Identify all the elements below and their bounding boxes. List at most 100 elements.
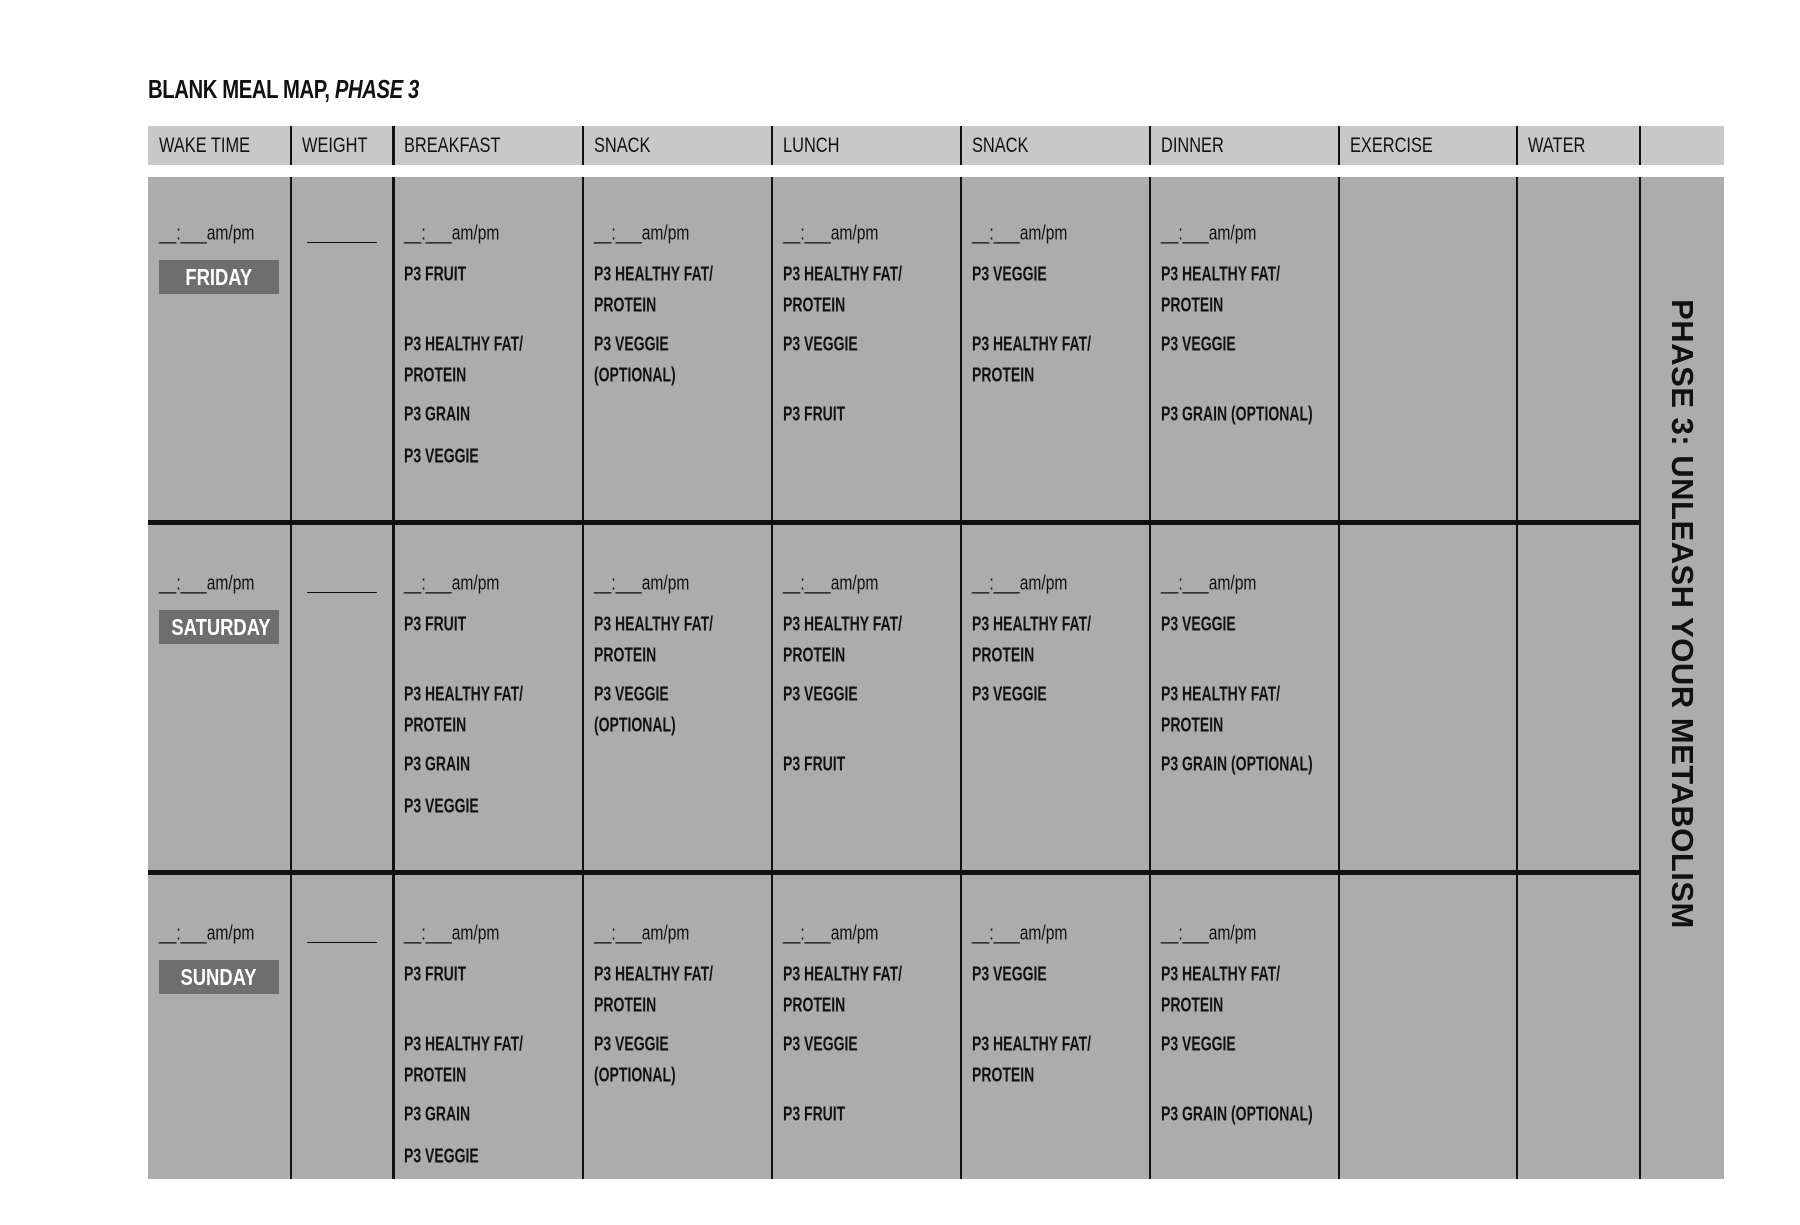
food-item-text: (OPTIONAL): [594, 1064, 676, 1087]
food-item: PROTEIN: [594, 295, 683, 318]
food-item-text: PROTEIN: [594, 994, 657, 1017]
time-placeholder: __:___am/pm: [404, 922, 500, 945]
food-item: P3 FRUIT: [783, 754, 872, 777]
time-placeholder: __:___am/pm: [159, 922, 255, 945]
column-header: DINNER: [1150, 126, 1339, 165]
food-item: P3 VEGGIE: [783, 1034, 890, 1057]
day-label: SATURDAY: [159, 610, 279, 644]
meal-time-field[interactable]: __:___am/pm: [404, 223, 526, 246]
food-item: P3 HEALTHY FAT/: [404, 1034, 574, 1057]
meal-time-field[interactable]: __:___am/pm: [404, 923, 526, 946]
food-item: P3 VEGGIE: [404, 446, 511, 469]
meal-time-field[interactable]: __:___am/pm: [404, 573, 526, 596]
food-item: P3 FRUIT: [404, 264, 493, 287]
row-divider: [148, 520, 1640, 525]
food-item: P3 VEGGIE: [783, 684, 890, 707]
title-main: BLANK MEAL MAP,: [148, 74, 330, 104]
wake-time-field[interactable]: __:___am/pm: [159, 223, 281, 246]
weight-field[interactable]: [307, 242, 377, 243]
meal-time-field[interactable]: __:___am/pm: [972, 923, 1094, 946]
meal-time-field[interactable]: __:___am/pm: [783, 923, 905, 946]
time-placeholder: __:___am/pm: [1161, 572, 1257, 595]
food-item: PROTEIN: [1161, 715, 1250, 738]
food-item-text: P3 HEALTHY FAT/: [404, 333, 524, 356]
food-item-text: P3 VEGGIE: [783, 333, 858, 356]
column-divider: [960, 177, 962, 1179]
food-item-text: PROTEIN: [594, 644, 657, 667]
wake-time-field[interactable]: __:___am/pm: [159, 923, 281, 946]
time-placeholder: __:___am/pm: [972, 572, 1068, 595]
time-placeholder: __:___am/pm: [1161, 922, 1257, 945]
meal-time-field[interactable]: __:___am/pm: [1161, 573, 1283, 596]
time-placeholder: __:___am/pm: [972, 922, 1068, 945]
food-item-text: P3 VEGGIE: [1161, 333, 1236, 356]
food-item: PROTEIN: [783, 295, 872, 318]
food-item-text: PROTEIN: [783, 294, 846, 317]
food-item: P3 GRAIN (OPTIONAL): [1161, 1104, 1378, 1127]
meal-time-field[interactable]: __:___am/pm: [972, 573, 1094, 596]
meal-map-table: __:___am/pm FRIDAY __:___am/pm P3 FRUIT P3 H…: [148, 177, 1724, 1179]
time-placeholder: __:___am/pm: [404, 572, 500, 595]
table-header: WAKE TIME WEIGHT BREAKFAST SNACK LUNCH SNACK D…: [148, 126, 1724, 165]
column-divider: [392, 126, 395, 165]
meal-time-field[interactable]: __:___am/pm: [594, 923, 716, 946]
column-divider: [771, 126, 773, 165]
column-header: SNACK: [961, 126, 1150, 165]
meal-time-field[interactable]: __:___am/pm: [972, 223, 1094, 246]
side-label: PHASE 3: UNLEASH YOUR METABOLISM: [1665, 299, 1700, 929]
food-item-text: P3 GRAIN: [404, 403, 471, 426]
food-item: P3 HEALTHY FAT/: [594, 264, 764, 287]
meal-time-field[interactable]: __:___am/pm: [594, 223, 716, 246]
column-header: EXERCISE: [1339, 126, 1517, 165]
food-item: PROTEIN: [972, 365, 1061, 388]
food-item-text: P3 HEALTHY FAT/: [404, 683, 524, 706]
food-item: P3 HEALTHY FAT/: [783, 964, 953, 987]
day-name: SUNDAY: [180, 964, 257, 990]
meal-time-field[interactable]: __:___am/pm: [1161, 923, 1283, 946]
column-divider: [1639, 126, 1641, 165]
meal-time-field[interactable]: __:___am/pm: [1161, 223, 1283, 246]
food-item-text: P3 VEGGIE: [972, 963, 1047, 986]
column-header-label: LUNCH: [783, 134, 840, 157]
food-item: P3 VEGGIE: [972, 264, 1079, 287]
column-divider: [1338, 126, 1340, 165]
column-divider: [290, 126, 292, 165]
food-item-text: P3 GRAIN (OPTIONAL): [1161, 403, 1313, 426]
time-placeholder: __:___am/pm: [404, 222, 500, 245]
column-header: LUNCH: [772, 126, 961, 165]
time-placeholder: __:___am/pm: [972, 222, 1068, 245]
food-item: P3 FRUIT: [783, 404, 872, 427]
time-placeholder: __:___am/pm: [783, 922, 879, 945]
food-item: P3 VEGGIE: [972, 964, 1079, 987]
column-header-label: SNACK: [972, 134, 1029, 157]
food-item-text: P3 VEGGIE: [594, 1033, 669, 1056]
row-divider: [148, 870, 1640, 875]
food-item-text: P3 HEALTHY FAT/: [783, 263, 903, 286]
food-item: P3 GRAIN: [404, 1104, 498, 1127]
food-item-text: P3 HEALTHY FAT/: [1161, 963, 1281, 986]
food-item: P3 VEGGIE: [1161, 334, 1268, 357]
food-item: PROTEIN: [972, 1065, 1061, 1088]
column-divider: [771, 177, 773, 1179]
column-divider: [1149, 177, 1151, 1179]
food-item-text: P3 VEGGIE: [404, 795, 479, 818]
food-item-text: P3 HEALTHY FAT/: [404, 1033, 524, 1056]
food-item-text: PROTEIN: [972, 364, 1035, 387]
food-item-text: PROTEIN: [972, 1064, 1035, 1087]
meal-time-field[interactable]: __:___am/pm: [594, 573, 716, 596]
weight-field[interactable]: [307, 592, 377, 593]
meal-time-field[interactable]: __:___am/pm: [783, 573, 905, 596]
food-item-text: P3 VEGGIE: [783, 1033, 858, 1056]
column-divider: [960, 126, 962, 165]
food-item: PROTEIN: [594, 995, 683, 1018]
food-item: P3 HEALTHY FAT/: [783, 264, 953, 287]
meal-time-field[interactable]: __:___am/pm: [783, 223, 905, 246]
food-item-text: P3 HEALTHY FAT/: [594, 963, 714, 986]
food-item-text: PROTEIN: [1161, 294, 1224, 317]
food-item: P3 FRUIT: [783, 1104, 872, 1127]
time-placeholder: __:___am/pm: [594, 222, 690, 245]
column-divider: [1338, 177, 1340, 1179]
food-item-text: P3 FRUIT: [783, 1103, 846, 1126]
weight-field[interactable]: [307, 942, 377, 943]
wake-time-field[interactable]: __:___am/pm: [159, 573, 281, 596]
